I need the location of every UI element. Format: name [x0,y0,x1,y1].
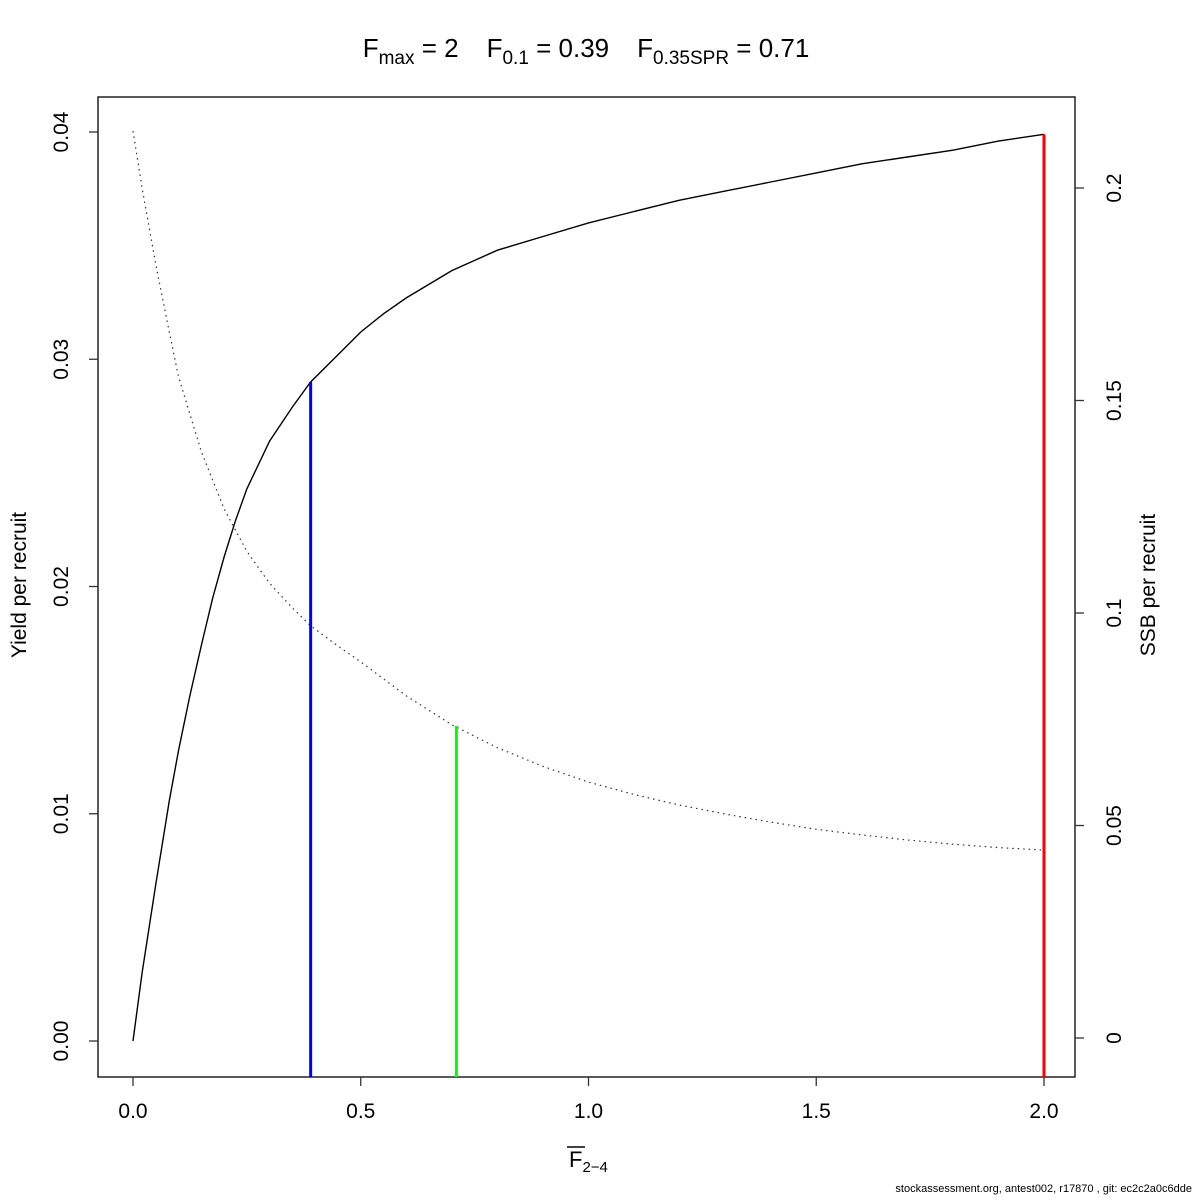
x-axis-tick-label: 0.5 [346,1100,375,1123]
annotation-layer: Yield per recruit SSB per recruit stocka… [8,33,1192,1195]
footer-credit: stockassessment.org, antest002, r17870 ,… [895,1183,1192,1195]
x-axis-tick-label: 1.0 [574,1100,603,1123]
y-left-tick-label: 0.01 [50,793,73,834]
y-right-tick-label: 0.05 [1103,805,1126,846]
x-axis-label: F2−4 [569,1147,608,1176]
chart-title: Fmax = 2 F0.1 = 0.39 F0.35SPR = 0.71 [363,33,810,69]
x-axis-tick-label: 1.5 [802,1100,831,1123]
y-left-tick-label: 0.04 [50,111,73,152]
y-right-tick-label: 0.2 [1103,173,1126,202]
y-right-tick-label: 0.1 [1103,598,1126,627]
y-axis-label-right: SSB per recruit [1137,514,1160,657]
yield-per-recruit-curve [132,133,1045,1042]
plot-box [97,96,1076,1078]
plot-area: 0.0 0.5 1.0 1.5 2.0 0.00 0.01 0.02 0.03 0.04 0 0.05… [50,96,1126,1123]
y-right-tick-label: 0.15 [1103,380,1126,421]
y-right-tick-label: 0 [1103,1032,1126,1044]
ssb-per-recruit-curve [132,130,1045,851]
y-left-tick-label: 0.03 [50,339,73,380]
y-left-tick-label: 0.00 [50,1021,73,1062]
x-axis-tick-label: 2.0 [1029,1100,1058,1123]
y-left-tick-label: 0.02 [50,566,73,607]
y-axis-label-left: Yield per recruit [8,512,31,658]
x-axis-tick-label: 0.0 [118,1100,147,1123]
